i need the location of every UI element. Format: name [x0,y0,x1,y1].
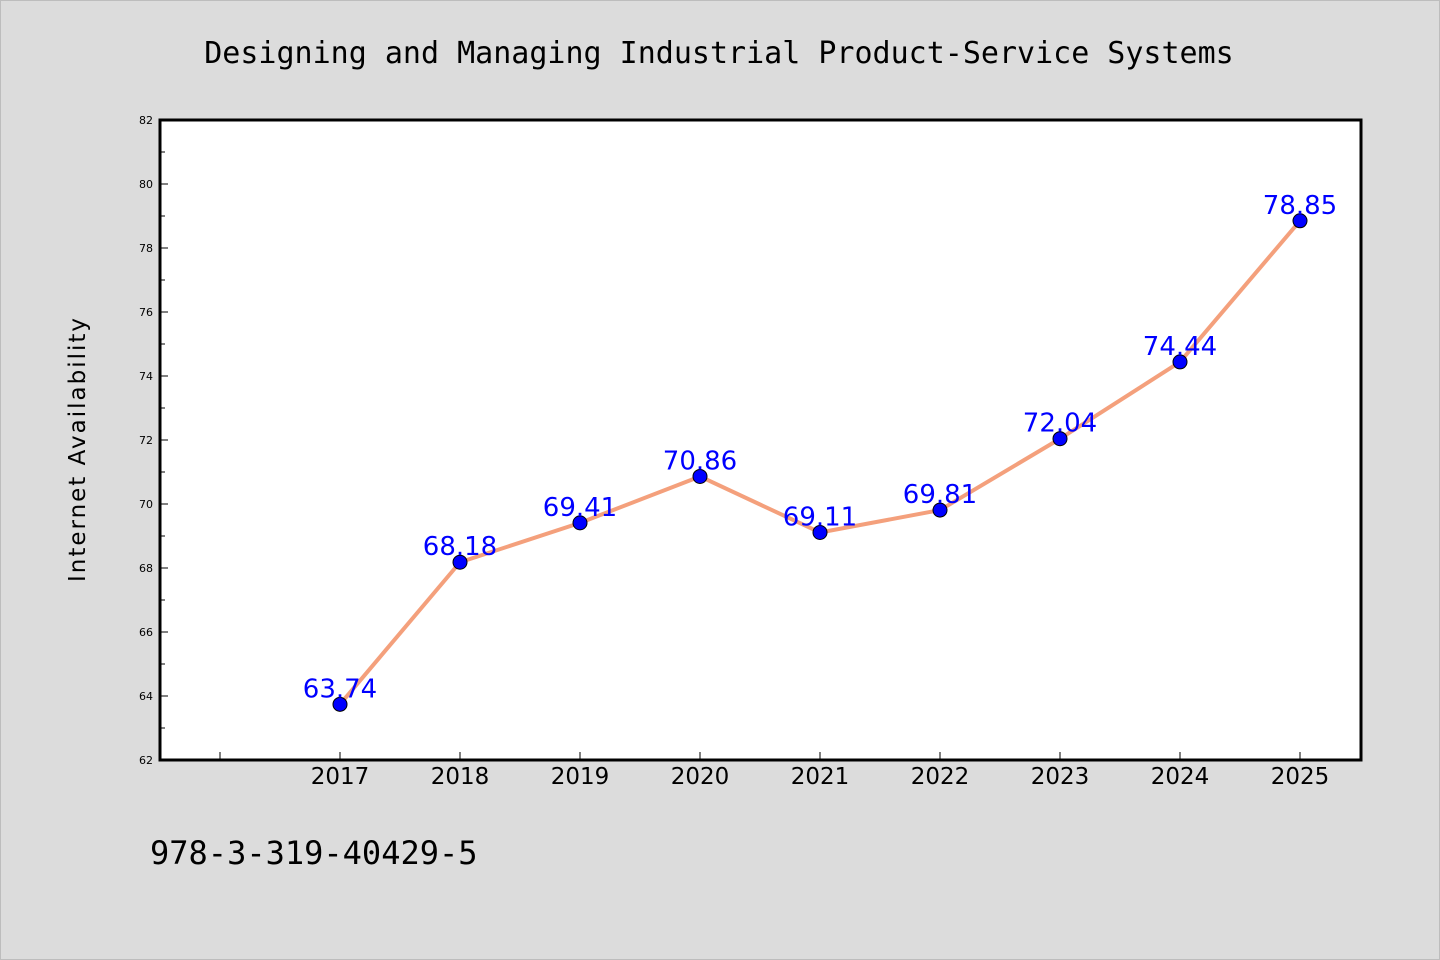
x-tick-label: 2021 [791,764,850,790]
axes: 62 64 66 68 70 72 74 76 78 80 82 2017 2018 2019 2020 20… [139,114,1329,790]
data-label-2024: 74.44 [1143,332,1217,362]
y-tick-label: 74 [139,370,153,383]
data-label-2017: 63.74 [303,674,377,704]
y-axis-label: Internet Availability [65,316,91,582]
data-label-2020: 70.86 [663,446,737,476]
data-point-2022 [932,502,948,518]
x-tick-label: 2022 [911,764,970,790]
x-tick-label: 2019 [551,764,610,790]
data-label-2018: 68.18 [423,532,497,562]
data-point-2020 [692,468,708,484]
data-point-2018 [452,554,468,570]
data-point-2024 [1172,354,1188,370]
y-tick-label: 72 [139,434,153,447]
y-tick-label: 76 [139,306,153,319]
x-tick-label: 2020 [671,764,730,790]
data-point-2019 [572,515,588,531]
y-tick-label: 68 [139,562,153,575]
x-tick-label: 2017 [311,764,370,790]
y-tick-label: 78 [139,242,153,255]
data-label-2022: 69.81 [903,480,977,510]
data-point-2023 [1052,431,1068,447]
data-label-2019: 69.41 [543,493,617,523]
y-tick-label: 80 [139,178,153,191]
x-tick-label: 2025 [1271,764,1330,790]
y-tick-label: 66 [139,626,153,639]
data-label-2025: 78.85 [1263,191,1337,221]
y-tick-label: 62 [139,754,153,767]
x-tick-label: 2024 [1151,764,1210,790]
data-point-2025 [1292,213,1308,229]
x-tick-label: 2023 [1031,764,1090,790]
x-tick-label: 2018 [431,764,490,790]
footer-isbn: 978-3-319-40429-5 [150,834,478,872]
y-tick-label: 82 [139,114,153,127]
data-label-2021: 69.11 [783,502,857,532]
data-labels: 63.74 68.18 69.41 70.86 69.11 69.81 72.04 74.44… [303,191,1337,705]
data-label-2023: 72.04 [1023,409,1097,439]
chart-title: Designing and Managing Industrial Produc… [204,36,1234,71]
data-point-2017 [332,696,348,712]
data-point-2021 [812,524,828,540]
y-tick-label: 64 [139,690,153,703]
y-tick-label: 70 [139,498,153,511]
plot-area [158,118,1363,762]
data-markers [332,213,1308,712]
